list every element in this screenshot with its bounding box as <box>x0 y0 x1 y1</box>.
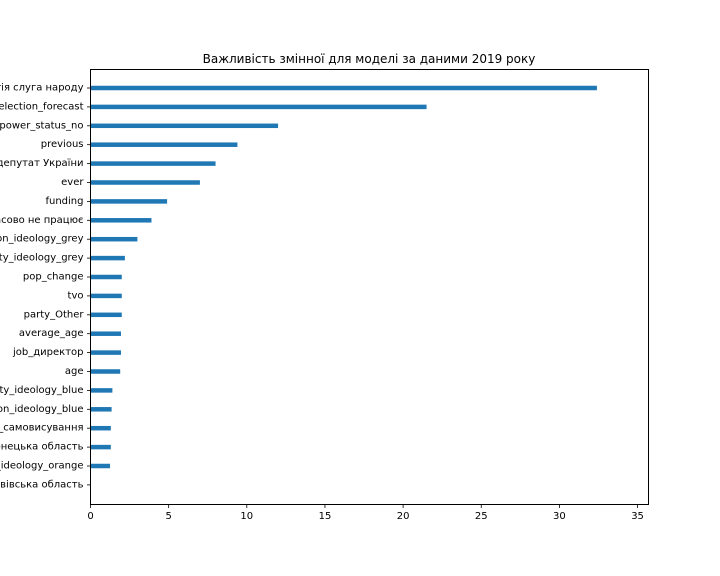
y-tick-label: average_age <box>19 328 84 339</box>
y-tick-label: party_Other <box>24 309 85 320</box>
bar <box>90 388 113 393</box>
y-axis-ticks: партія слуга народу election_forecastpowe… <box>0 82 91 490</box>
y-tick-label: ever <box>61 177 84 188</box>
y-tick-label: tvo <box>68 290 84 301</box>
y-tick-label: pop_change <box>23 272 84 283</box>
bar <box>90 425 111 431</box>
bar-group <box>90 85 597 469</box>
x-tick-label: 20 <box>397 511 410 522</box>
bar <box>90 444 111 450</box>
bar <box>90 218 152 223</box>
chart-title: Важливість змінної для моделі за даними … <box>203 52 536 66</box>
y-tick-label: Донецька область <box>0 442 84 453</box>
y-tick-label: power_status_no <box>0 120 84 131</box>
bar <box>90 236 138 242</box>
x-tick-label: 10 <box>240 511 253 522</box>
x-tick-label: 35 <box>631 511 644 522</box>
bar <box>90 104 427 110</box>
y-tick-label: region_ideology_grey <box>0 234 84 245</box>
bar <box>90 255 125 261</box>
x-axis-ticks: 0 5 10 15 20 25 30 35 <box>87 504 644 522</box>
y-tick-label: party_самовисування <box>0 423 84 434</box>
bar <box>90 312 122 318</box>
bar <box>90 199 168 204</box>
x-tick-label: 5 <box>165 511 171 522</box>
bar <box>90 350 121 355</box>
y-tick-label: previous <box>41 139 84 150</box>
bar <box>90 331 121 336</box>
y-tick-label: election_forecast <box>0 101 84 112</box>
bar <box>90 369 121 374</box>
y-tick-label: funding <box>45 196 83 207</box>
bar <box>90 274 122 280</box>
y-tick-label: Львівська область <box>0 478 84 490</box>
y-tick-label: party_ideology_grey <box>0 253 84 264</box>
plot-frame <box>90 69 649 505</box>
bar <box>90 85 597 91</box>
x-tick-label: 30 <box>553 511 566 522</box>
y-tick-label: народний депутат України <box>0 158 84 169</box>
x-tick-label: 0 <box>87 511 93 522</box>
y-tick-label: region_ideology_blue <box>0 404 84 415</box>
y-tick-label: party_ideology_blue <box>0 385 84 396</box>
bar <box>90 142 238 147</box>
y-tick-label: job_директор <box>12 347 84 358</box>
bar <box>90 123 279 129</box>
bar <box>90 180 200 185</box>
y-tick-label: партія слуга народу <box>0 82 84 94</box>
bar <box>90 293 122 299</box>
x-tick-label: 25 <box>475 511 488 522</box>
y-tick-label: party_ideology_orange <box>0 461 84 472</box>
bar <box>90 463 111 469</box>
y-tick-label: age <box>65 366 84 377</box>
y-tick-label: тимчасово не працює <box>0 215 84 226</box>
bar <box>90 407 112 412</box>
x-tick-label: 15 <box>319 511 332 522</box>
bar <box>90 161 216 166</box>
